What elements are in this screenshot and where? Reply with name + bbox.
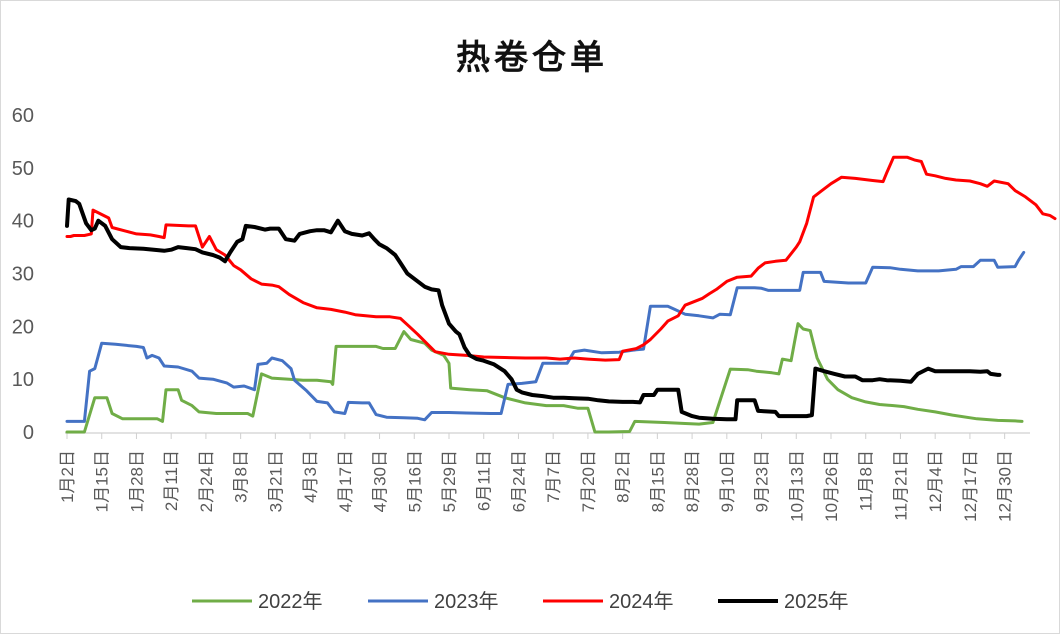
x-axis: 1月2日 1月15日 1月28日 2月11日 2月24日 3月8日 3月21日 4月3日 4月1… bbox=[58, 432, 1030, 522]
series-line bbox=[65, 155, 1057, 362]
x-tick-label: 8月2日 bbox=[614, 450, 633, 503]
x-tick-label: 9月10日 bbox=[718, 450, 737, 512]
x-tick-label: 11月8日 bbox=[857, 450, 876, 511]
legend-label: 2022年 bbox=[258, 590, 323, 613]
x-tick-label: 8月28日 bbox=[683, 450, 702, 512]
legend-label: 2024年 bbox=[609, 590, 674, 613]
x-tick-label: 5月29日 bbox=[440, 450, 459, 512]
x-tick-label: 3月8日 bbox=[232, 450, 251, 503]
x-tick-label: 11月21日 bbox=[891, 450, 910, 521]
legend-label: 2023年 bbox=[434, 590, 499, 613]
x-tick-label: 3月21日 bbox=[266, 450, 285, 512]
x-tick-label: 1月15日 bbox=[93, 450, 112, 512]
y-tick-label: 30 bbox=[12, 264, 34, 286]
series-line bbox=[65, 197, 1002, 422]
x-tick-label: 10月13日 bbox=[787, 450, 806, 522]
legend: 2022年 2023年 2024年 2025年 bbox=[192, 590, 849, 613]
x-tick-label: 1月28日 bbox=[127, 450, 146, 512]
x-tick-label: 9月23日 bbox=[753, 450, 772, 512]
x-tick-label: 1月2日 bbox=[58, 450, 77, 503]
x-tick-label: 4月17日 bbox=[336, 450, 355, 512]
x-tick-label: 2月24日 bbox=[197, 450, 216, 512]
x-tick-label: 7月7日 bbox=[544, 450, 563, 503]
y-axis: 0 10 20 30 40 50 60 bbox=[12, 105, 34, 444]
y-tick-label: 50 bbox=[12, 158, 34, 180]
x-tick-label: 4月3日 bbox=[301, 450, 320, 503]
x-tick-label: 6月11日 bbox=[475, 450, 494, 511]
x-tick-label: 6月24日 bbox=[509, 450, 528, 512]
chart-title: 热卷仓单 bbox=[456, 38, 608, 78]
x-tick-label: 12月4日 bbox=[926, 450, 945, 512]
x-tick-label: 5月16日 bbox=[405, 450, 424, 512]
y-tick-label: 10 bbox=[12, 369, 34, 391]
legend-label: 2025年 bbox=[784, 590, 849, 613]
x-tick-label: 4月30日 bbox=[371, 450, 390, 512]
y-tick-label: 40 bbox=[12, 211, 34, 233]
x-tick-label: 2月11日 bbox=[162, 450, 181, 511]
series-lines bbox=[65, 155, 1057, 434]
series-line bbox=[65, 250, 1026, 423]
y-tick-label: 20 bbox=[12, 316, 34, 338]
x-tick-label: 10月26日 bbox=[822, 450, 841, 522]
x-tick-label: 12月30日 bbox=[996, 450, 1015, 522]
x-tick-label: 7月20日 bbox=[579, 450, 598, 512]
x-tick-label: 12月17日 bbox=[961, 450, 980, 522]
x-tick-label: 8月15日 bbox=[648, 450, 667, 512]
y-tick-label: 0 bbox=[23, 422, 34, 444]
y-tick-label: 60 bbox=[12, 105, 34, 127]
